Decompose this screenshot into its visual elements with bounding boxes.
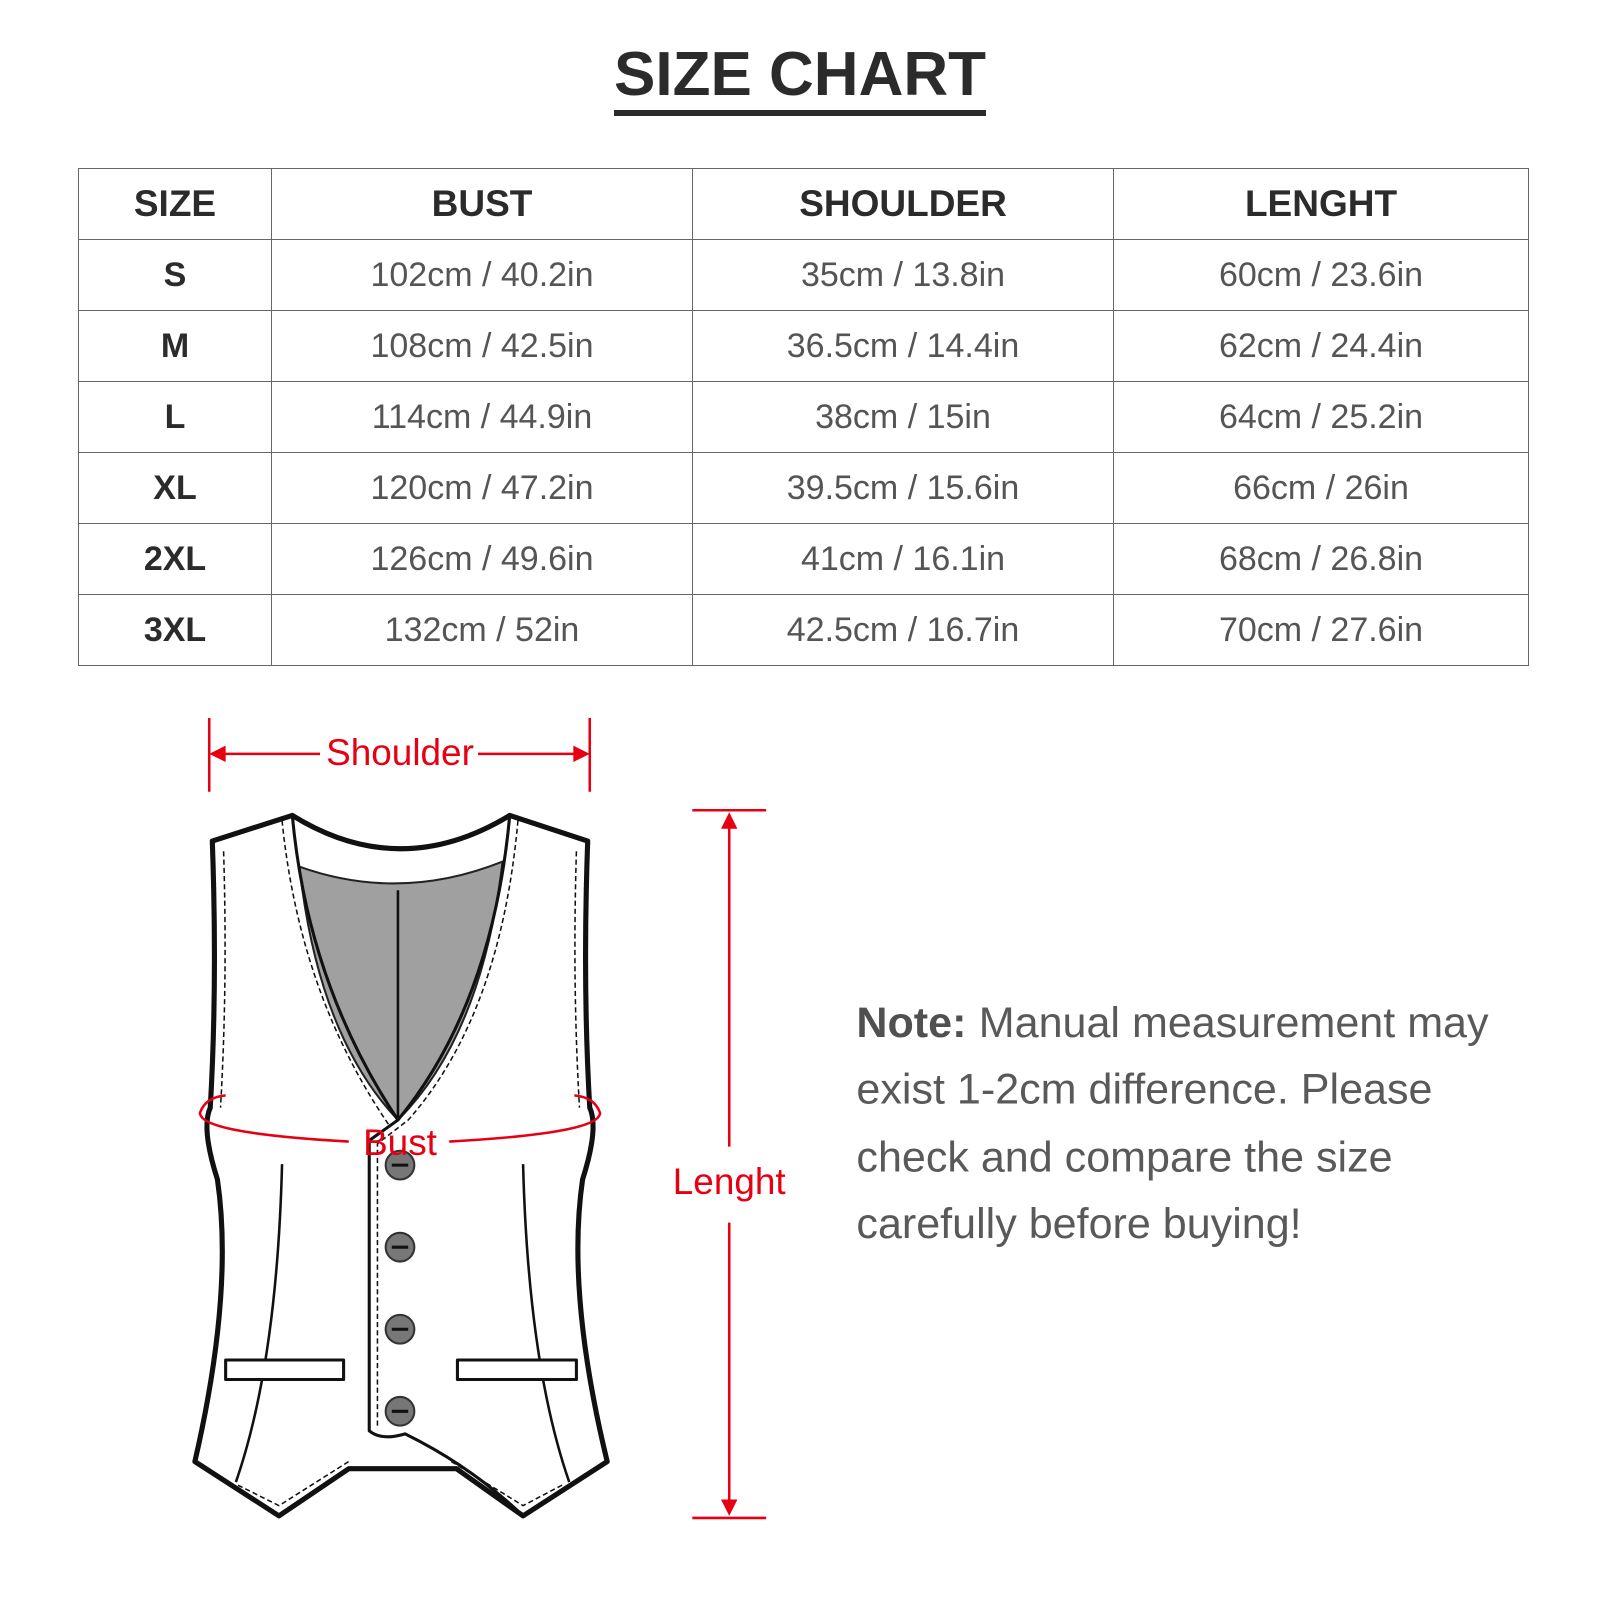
length-cell: 68cm / 26.8in [1113, 523, 1529, 595]
size-cell: 3XL [78, 594, 272, 666]
size-cell: XL [78, 452, 272, 524]
measurement-guides [198, 717, 767, 1520]
size-cell: M [78, 310, 272, 382]
length-cell: 64cm / 25.2in [1113, 381, 1529, 453]
shoulder-cell: 36.5cm / 14.4in [692, 310, 1114, 382]
bust-label: Bust [363, 1122, 437, 1163]
note: Note: Manual measurement may exist 1-2cm … [856, 999, 1489, 1248]
svg-text:Note:Manual measurement may: Note: Manual measurement may [856, 999, 1489, 1047]
shoulder-cell: 38cm / 15in [692, 381, 1114, 453]
size-chart-title: SIZE CHART [0, 40, 1600, 116]
table-row: L 114cm / 44.9in 38cm / 15in 64cm / 25.2in [78, 381, 1529, 453]
svg-text:check and compare the size: check and compare the size [856, 1133, 1392, 1181]
left-pocket [224, 1358, 346, 1382]
vest-illustration [192, 812, 610, 1519]
shoulder-cell: 42.5cm / 16.7in [692, 594, 1114, 666]
bust-cell: 114cm / 44.9in [271, 381, 693, 453]
bust-cell: 108cm / 42.5in [271, 310, 693, 382]
length-cell: 70cm / 27.6in [1113, 594, 1529, 666]
buttons [384, 1149, 416, 1427]
size-table: SIZE BUST SHOULDER LENGHT S 102cm / 40.2i… [78, 168, 1529, 666]
svg-text:carefully before buying!: carefully before buying! [856, 1200, 1301, 1248]
shoulder-cell: 39.5cm / 15.6in [692, 452, 1114, 524]
bust-cell: 102cm / 40.2in [271, 239, 693, 311]
size-cell: L [78, 381, 272, 453]
bust-cell: 132cm / 52in [271, 594, 693, 666]
table-header-row: SIZE BUST SHOULDER LENGHT [78, 168, 1529, 240]
note-label: Note: [856, 999, 966, 1047]
length-label: Lenght [673, 1161, 786, 1202]
shoulder-label: Shoulder [326, 732, 474, 773]
bust-cell: 120cm / 47.2in [271, 452, 693, 524]
table-row: 3XL 132cm / 52in 42.5cm / 16.7in 70cm / 27.… [78, 594, 1529, 666]
header-size: SIZE [78, 168, 272, 240]
svg-text:exist 1-2cm difference. Please: exist 1-2cm difference. Please [856, 1066, 1432, 1114]
right-pocket [455, 1358, 578, 1382]
size-cell: 2XL [78, 523, 272, 595]
header-shoulder: SHOULDER [692, 168, 1114, 240]
length-cell: 60cm / 23.6in [1113, 239, 1529, 311]
shoulder-cell: 41cm / 16.1in [692, 523, 1114, 595]
table-row: 2XL 126cm / 49.6in 41cm / 16.1in 68cm / 26.… [78, 523, 1529, 595]
bust-cell: 126cm / 49.6in [271, 523, 693, 595]
table-row: S 102cm / 40.2in 35cm / 13.8in 60cm / 23.6i… [78, 239, 1529, 311]
